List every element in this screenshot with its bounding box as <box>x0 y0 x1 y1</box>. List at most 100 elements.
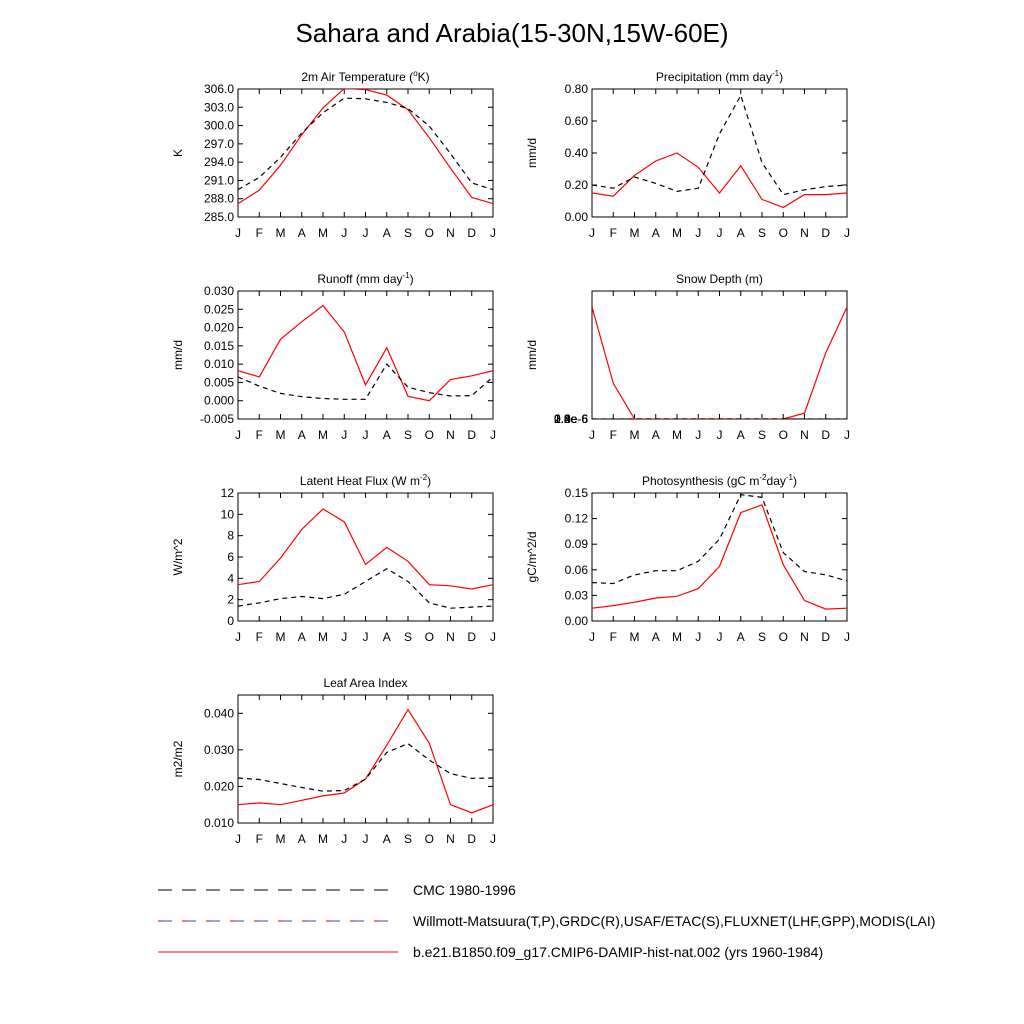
x-tick-label: D <box>821 630 830 644</box>
y-axis-label: gC/m^2/d <box>525 532 539 583</box>
x-tick-label: M <box>672 226 682 240</box>
y-tick-label: 0.010 <box>204 816 234 830</box>
plot-frame <box>237 88 494 218</box>
x-tick-label: N <box>446 630 455 644</box>
y-tick-label: 288.0 <box>204 192 234 206</box>
x-tick-label: M <box>672 630 682 644</box>
y-tick-label: 1.2e-6 <box>554 412 588 426</box>
chart-title: Photosynthesis (gC m-2day-1) <box>642 473 797 488</box>
y-tick-label: 2.4e-6 <box>554 412 588 426</box>
title-text: ) <box>793 474 797 488</box>
y-axis-label: mm/d <box>525 340 539 370</box>
x-tick-label: D <box>467 428 476 442</box>
x-tick-label: A <box>298 226 306 240</box>
y-tick-label: 303.0 <box>204 100 234 114</box>
x-tick-label: A <box>298 428 306 442</box>
x-tick-label: D <box>821 428 830 442</box>
x-tick-label: S <box>758 428 766 442</box>
y-tick-label: 0.025 <box>204 302 234 316</box>
chart-title: Precipitation (mm day-1) <box>656 69 783 84</box>
y-tick-label: 2 <box>227 593 234 607</box>
series-line-model <box>592 152 847 209</box>
y-tick-label: 285.0 <box>204 210 234 224</box>
y-tick-label: 0.09 <box>565 537 589 551</box>
title-superscript: -1 <box>403 271 411 280</box>
y-tick-label: 2.8e-6 <box>554 412 588 426</box>
y-tick-label: 0.005 <box>204 375 234 389</box>
y-tick-label: 0.06 <box>565 563 589 577</box>
x-tick-label: J <box>341 832 347 846</box>
series-line-obs <box>238 363 493 400</box>
y-tick-label: 297.0 <box>204 137 234 151</box>
x-tick-label: A <box>737 630 745 644</box>
y-tick-label: 12 <box>221 486 235 500</box>
y-axis-label: mm/d <box>525 138 539 168</box>
x-tick-label: J <box>235 428 241 442</box>
y-tick-label: 8 <box>227 529 234 543</box>
x-tick-label: M <box>318 832 328 846</box>
y-axis-label: K <box>171 149 185 157</box>
y-tick-label: 0.8e-6 <box>554 412 588 426</box>
y-tick-label: 0.030 <box>204 743 234 757</box>
chart-panel-3: Snow Depth (m) mm/d 0.0e-60.4e-60.8e-61.2e… <box>525 272 850 442</box>
x-tick-label: O <box>425 226 434 240</box>
y-tick-label: 0.40 <box>565 146 589 160</box>
x-tick-label: S <box>404 428 412 442</box>
plot-frame <box>591 88 848 218</box>
x-tick-label: J <box>490 630 496 644</box>
x-tick-label: J <box>589 630 595 644</box>
y-tick-label: 1.6e-6 <box>554 412 588 426</box>
plot-frame <box>237 492 494 622</box>
title-text: ) <box>410 272 414 286</box>
x-tick-label: M <box>276 630 286 644</box>
x-tick-label: A <box>383 630 391 644</box>
x-tick-label: M <box>630 630 640 644</box>
y-tick-label: 291.0 <box>204 173 234 187</box>
x-tick-label: D <box>821 226 830 240</box>
x-tick-label: S <box>758 226 766 240</box>
series-line-obs <box>592 494 847 585</box>
x-tick-label: J <box>695 428 701 442</box>
x-tick-label: J <box>363 226 369 240</box>
x-tick-label: S <box>404 630 412 644</box>
y-tick-label: 2.0e-6 <box>554 412 588 426</box>
y-tick-label: 0.000 <box>204 394 234 408</box>
x-tick-label: J <box>490 832 496 846</box>
x-tick-label: D <box>467 630 476 644</box>
title-text: ) <box>427 474 431 488</box>
y-tick-label: 0.4e-6 <box>554 412 588 426</box>
x-tick-label: M <box>318 428 328 442</box>
x-tick-label: O <box>425 832 434 846</box>
x-tick-label: A <box>737 428 745 442</box>
series-line-obs <box>238 567 493 609</box>
y-tick-label: 0.80 <box>565 82 589 96</box>
legend-label: CMC 1980-1996 <box>413 882 516 898</box>
y-tick-label: 6 <box>227 550 234 564</box>
x-tick-label: J <box>363 832 369 846</box>
chart-panel-6: Leaf Area Index m2/m2 0.010 0.020 0.030 0.040… <box>171 676 496 846</box>
x-tick-label: A <box>652 226 660 240</box>
legend-item-model: b.e21.B1850.f09_g17.CMIP6-DAMIP-hist-nat… <box>158 940 978 971</box>
legend-item-obs-alt: Willmott-Matsuura(T,P),GRDC(R),USAF/ETAC… <box>158 909 978 940</box>
x-tick-label: A <box>652 630 660 644</box>
x-tick-label: J <box>695 226 701 240</box>
x-tick-label: A <box>737 226 745 240</box>
x-tick-label: J <box>589 428 595 442</box>
x-tick-label: M <box>318 226 328 240</box>
y-tick-label: 0 <box>227 614 234 628</box>
legend-label: Willmott-Matsuura(T,P),GRDC(R),USAF/ETAC… <box>413 913 936 929</box>
y-tick-label: 0.20 <box>565 178 589 192</box>
title-superscript: -2 <box>420 473 428 482</box>
x-tick-label: D <box>467 226 476 240</box>
x-tick-label: J <box>589 226 595 240</box>
series-line-model <box>238 304 493 402</box>
title-text: Snow Depth (m) <box>676 272 763 286</box>
y-tick-label: 0.12 <box>565 512 589 526</box>
x-tick-label: N <box>800 226 809 240</box>
y-axis-label: mm/d <box>171 340 185 370</box>
title-text: Leaf Area Index <box>323 676 407 690</box>
title-text: Photosynthesis (gC m <box>642 474 759 488</box>
legend-line-solid <box>158 951 398 953</box>
x-tick-label: A <box>298 630 306 644</box>
x-tick-label: A <box>383 226 391 240</box>
